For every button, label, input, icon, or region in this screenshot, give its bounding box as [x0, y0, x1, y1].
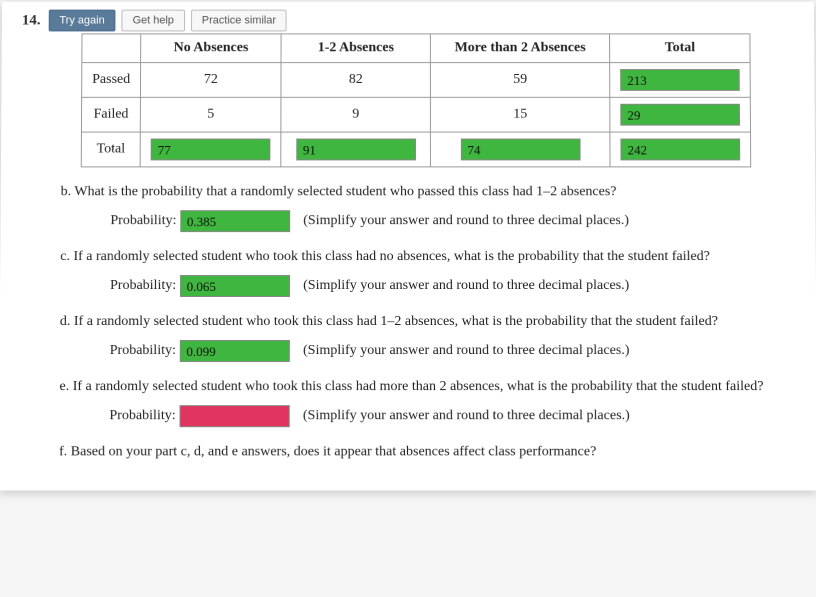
- cell-passed-noabs: 72: [141, 63, 282, 98]
- cell-failed-12abs: 9: [281, 97, 431, 132]
- get-help-button[interactable]: Get help: [122, 10, 185, 32]
- part-d-answer-line: Probability: 0.099 (Simplify your answer…: [110, 340, 797, 362]
- part-c-answer-line: Probability: 0.065 (Simplify your answer…: [110, 275, 796, 297]
- part-c-label: Probability:: [110, 278, 176, 293]
- table-row-failed: Failed 5 9 15 29: [81, 97, 750, 132]
- answer-failed-total[interactable]: 29: [620, 104, 740, 126]
- cell-passed-total: 213: [610, 63, 751, 98]
- part-b-hint: (Simplify your answer and round to three…: [303, 213, 629, 228]
- part-c-answer[interactable]: 0.065: [180, 275, 290, 297]
- cell-total-12abs: 91: [281, 132, 431, 167]
- question-number: 14.: [22, 12, 41, 29]
- answer-total-total[interactable]: 242: [621, 139, 741, 161]
- part-d-text: d. If a randomly selected student who to…: [60, 311, 796, 332]
- blank-header: [82, 34, 141, 63]
- practice-similar-button[interactable]: Practice similar: [191, 10, 287, 32]
- col-1-2-absences: 1-2 Absences: [281, 34, 430, 63]
- row-label-failed: Failed: [81, 97, 140, 132]
- part-f-text: f. Based on your part c, d, and e answer…: [59, 441, 797, 462]
- cell-total-noabs: 77: [140, 132, 281, 167]
- part-b-answer-line: Probability: 0.385 (Simplify your answer…: [110, 210, 795, 232]
- part-c-text: c. If a randomly selected student who to…: [60, 246, 796, 267]
- part-e-answer-line: Probability: (Simplify your answer and r…: [109, 405, 797, 427]
- col-more-2-absences: More than 2 Absences: [431, 34, 610, 63]
- row-label-total: Total: [81, 132, 140, 167]
- part-e-text: e. If a randomly selected student who to…: [59, 376, 796, 397]
- answer-total-more2[interactable]: 74: [460, 139, 580, 161]
- col-no-absences: No Absences: [141, 34, 281, 63]
- part-b-label: Probability:: [110, 213, 176, 228]
- row-label-passed: Passed: [82, 63, 141, 98]
- answer-passed-total[interactable]: 213: [620, 69, 740, 91]
- worksheet-page: 14. Try again Get help Practice similar …: [0, 2, 816, 491]
- part-d-answer[interactable]: 0.099: [179, 340, 289, 362]
- cell-failed-noabs: 5: [140, 97, 281, 132]
- col-total: Total: [610, 34, 751, 63]
- part-d-label: Probability:: [110, 343, 176, 358]
- answer-total-12abs[interactable]: 91: [296, 139, 416, 161]
- cell-passed-more2: 59: [431, 63, 610, 98]
- cell-passed-12abs: 82: [281, 63, 430, 98]
- absences-table: No Absences 1-2 Absences More than 2 Abs…: [81, 33, 752, 167]
- part-e-hint: (Simplify your answer and round to three…: [303, 408, 630, 423]
- part-b-answer[interactable]: 0.385: [180, 210, 290, 232]
- part-e-label: Probability:: [109, 408, 175, 423]
- cell-failed-total: 29: [610, 97, 751, 132]
- part-c-hint: (Simplify your answer and round to three…: [303, 278, 629, 293]
- table-row-passed: Passed 72 82 59 213: [82, 63, 751, 98]
- part-b-text: b. What is the probability that a random…: [61, 181, 796, 202]
- cell-failed-more2: 15: [431, 97, 610, 132]
- part-e-answer[interactable]: [179, 405, 289, 427]
- try-again-button[interactable]: Try again: [48, 10, 115, 32]
- answer-total-noabs[interactable]: 77: [151, 139, 271, 161]
- table-row-total: Total 77 91 74 242: [81, 132, 751, 167]
- header-row: 14. Try again Get help Practice similar: [22, 10, 794, 32]
- table-header-row: No Absences 1-2 Absences More than 2 Abs…: [82, 34, 750, 63]
- part-d-hint: (Simplify your answer and round to three…: [303, 343, 630, 358]
- cell-total-total: 242: [610, 132, 751, 167]
- cell-total-more2: 74: [431, 132, 611, 167]
